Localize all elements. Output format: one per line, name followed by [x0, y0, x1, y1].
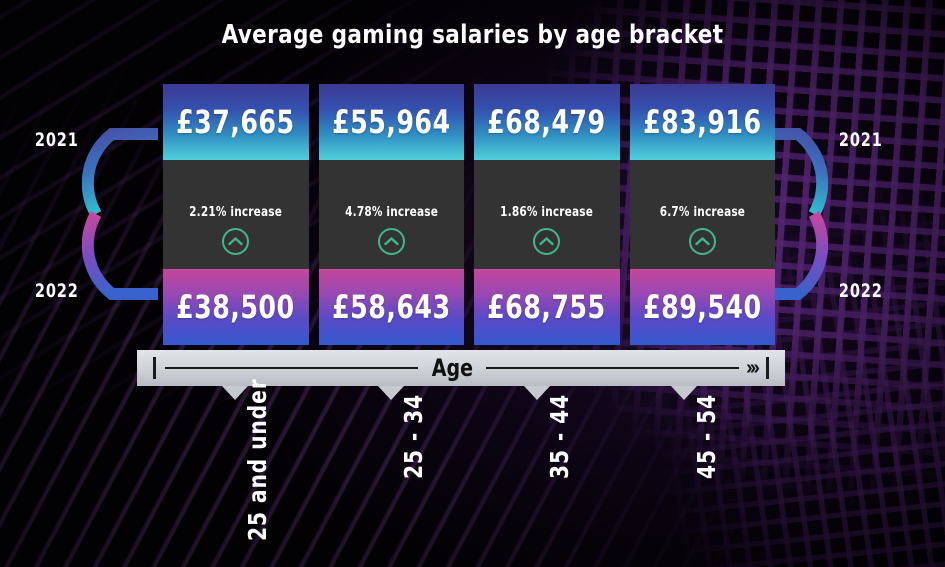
year-label-right-2021: 2021: [838, 129, 883, 151]
bar-2022: £38,500: [163, 269, 309, 345]
value-2021: £83,916: [643, 103, 762, 141]
change-panel: 2.21% increase: [163, 160, 309, 269]
category-label-45-54: 45 - 54: [692, 393, 721, 479]
bar-2021: £68,479: [474, 84, 620, 160]
change-text: 6.7% increase: [659, 205, 745, 220]
value-2021: £37,665: [176, 103, 295, 141]
axis-end-tick: [766, 357, 769, 379]
bar-2022: £68,755: [474, 269, 620, 345]
chevron-up-icon: [377, 228, 405, 255]
change-text: 2.21% increase: [189, 205, 283, 220]
salary-column-25-and-under: £37,665 2.21% increase £38,500: [163, 84, 309, 345]
arc-bracket-left: [81, 128, 162, 305]
value-2022: £58,643: [332, 288, 451, 326]
change-text: 4.78% increase: [344, 205, 438, 220]
axis-rule-right: [486, 367, 740, 369]
salary-column-25-34: £55,964 4.78% increase £58,643: [318, 84, 464, 345]
change-text: 1.86% increase: [500, 205, 594, 220]
bar-2021: £37,665: [163, 84, 309, 160]
year-label-left-2021: 2021: [35, 129, 80, 151]
value-2022: £68,755: [487, 288, 606, 326]
bar-2022: £58,643: [318, 269, 464, 345]
age-axis-bar: Age ›››: [137, 350, 785, 386]
bar-2022: £89,540: [629, 269, 775, 345]
chevron-up-icon: [222, 228, 250, 255]
value-2022: £38,500: [176, 288, 295, 326]
page-title: Average gaming salaries by age bracket: [221, 20, 724, 50]
change-panel: 1.86% increase: [474, 160, 620, 269]
year-label-left-2022: 2022: [35, 280, 80, 302]
change-panel: 6.7% increase: [629, 160, 775, 269]
salary-column-45-54: £83,916 6.7% increase £89,540: [629, 84, 775, 345]
axis-chevrons-icon: ›››: [746, 357, 760, 379]
value-2021: £68,479: [487, 103, 606, 141]
axis-rule-left: [165, 367, 418, 369]
category-label-35-44: 35 - 44: [545, 393, 574, 479]
bar-2021: £83,916: [629, 84, 775, 160]
salary-columns: £37,665 2.21% increase £38,500 £55,964 4…: [163, 84, 775, 345]
value-2022: £89,540: [643, 288, 762, 326]
axis-label: Age: [431, 354, 473, 382]
category-label-25-34: 25 - 34: [399, 393, 428, 479]
change-panel: 4.78% increase: [318, 160, 464, 269]
category-label-25-and-under: 25 and under: [243, 378, 272, 541]
year-label-right-2022: 2022: [838, 280, 883, 302]
value-2021: £55,964: [332, 103, 451, 141]
bar-2021: £55,964: [318, 84, 464, 160]
chevron-up-icon: [688, 228, 716, 255]
axis-start-tick: [153, 357, 156, 379]
chevron-up-icon: [533, 228, 561, 255]
salary-column-35-44: £68,479 1.86% increase £68,755: [474, 84, 620, 345]
